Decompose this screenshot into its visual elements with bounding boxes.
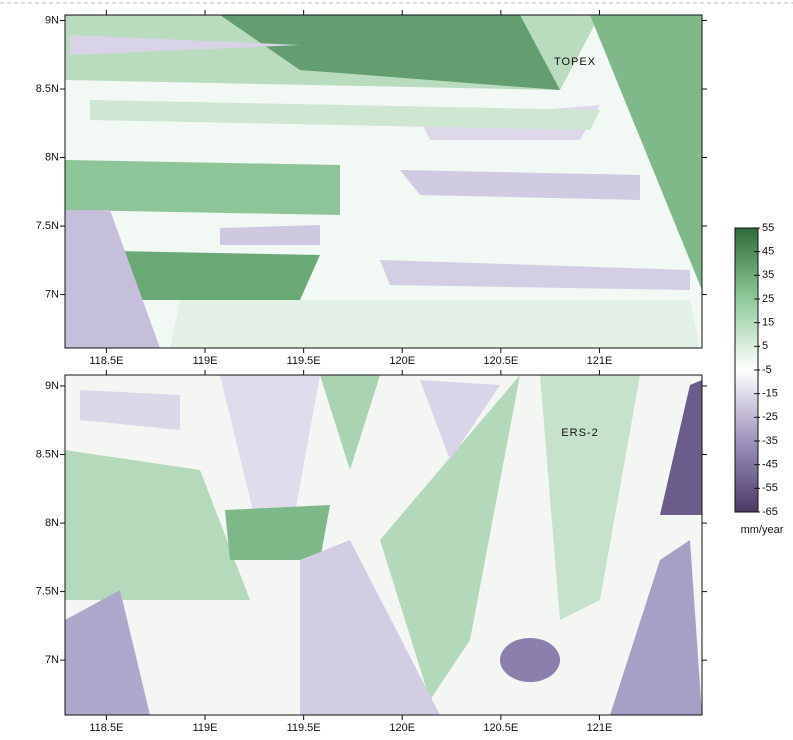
y-tick-label: 7N — [45, 288, 59, 300]
panel-frame — [64, 374, 703, 716]
x-tick-label: 119E — [193, 722, 218, 734]
y-tick-label: 7N — [45, 654, 59, 666]
y-tick-label: 8.5N — [36, 83, 59, 95]
x-tick-label: 119.5E — [287, 355, 321, 367]
x-tick-label: 121E — [587, 722, 613, 734]
colorbar-tick-label: 35 — [762, 269, 774, 281]
colorbar-tick-label: 45 — [762, 246, 774, 258]
y-tick-label: 8.5N — [36, 448, 59, 460]
x-tick-label: 118.5E — [89, 722, 123, 734]
y-tick-label: 8N — [45, 517, 59, 529]
colorbar-tick-label: -25 — [762, 411, 778, 423]
colorbar-tick-label: -45 — [762, 459, 778, 471]
topex-field — [65, 15, 702, 348]
colorbar-tick-label: -35 — [762, 435, 778, 447]
y-tick-label: 7.5N — [36, 220, 59, 232]
panel-frame — [64, 14, 703, 349]
colorbar-tick-label: -55 — [762, 482, 778, 494]
x-tick-label: 120E — [389, 722, 415, 734]
y-tick-label: 9N — [45, 14, 59, 26]
colorbar-tick-label: -5 — [762, 364, 772, 376]
x-tick-label: 121E — [587, 355, 613, 367]
colorbar-tick-label: 5 — [762, 340, 768, 352]
colorbar-tick-label: -15 — [762, 388, 778, 400]
x-tick-label: 119E — [193, 355, 218, 367]
ers2-field — [65, 375, 702, 715]
x-tick-label: 120.5E — [483, 355, 518, 367]
x-tick-label: 119.5E — [287, 722, 321, 734]
y-tick-label: 8N — [45, 151, 59, 163]
panel-label: TOPEX — [554, 56, 596, 68]
x-tick-label: 120.5E — [483, 722, 518, 734]
colorbar-tick-label: 25 — [762, 293, 774, 305]
y-tick-label: 9N — [45, 380, 59, 392]
x-tick-label: 120E — [389, 355, 415, 367]
colorbar-tick-label: 55 — [762, 222, 774, 234]
panel-label: ERS-2 — [561, 427, 598, 439]
colorbar-tick-label: -65 — [762, 506, 778, 518]
colorbar-label: mm/year — [741, 524, 784, 536]
colorbar-tick-label: 15 — [762, 317, 774, 329]
x-tick-label: 118.5E — [89, 355, 123, 367]
y-tick-label: 7.5N — [36, 586, 59, 598]
